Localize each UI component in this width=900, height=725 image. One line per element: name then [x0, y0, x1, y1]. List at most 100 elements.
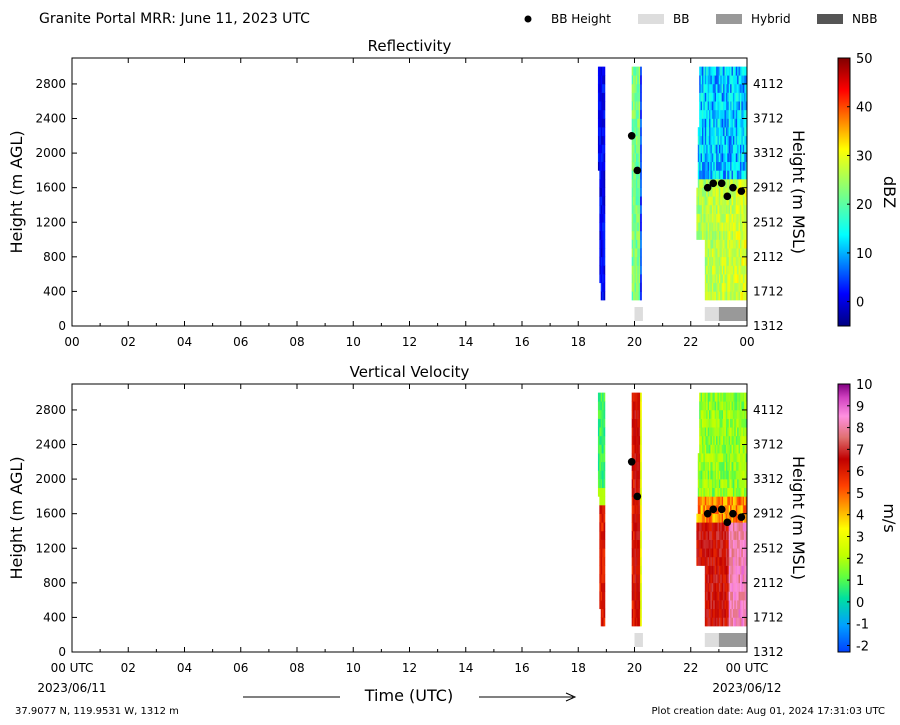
echo-cell [635, 470, 638, 480]
echo-cell [738, 66, 741, 76]
echo-cell [602, 127, 604, 137]
echo-cell [713, 291, 715, 301]
echo-cell [602, 213, 604, 223]
echo-cell [721, 222, 724, 232]
echo-cell [711, 230, 714, 240]
echo-cell [723, 427, 725, 437]
echo-cell [634, 161, 637, 171]
echo-cell [714, 187, 717, 197]
echo-cell [707, 75, 710, 85]
echo-cell [731, 617, 734, 627]
echo-cell [631, 239, 634, 249]
echo-cell [637, 153, 640, 163]
echo-cell [735, 470, 738, 480]
echo-cell [707, 591, 710, 601]
echo-cell [603, 461, 606, 471]
echo-cell [710, 539, 713, 549]
echo-cell [718, 135, 721, 145]
colorbar-tick-label: 10 [856, 378, 873, 393]
echo-cell [734, 196, 737, 206]
echo-cell [713, 565, 715, 575]
echo-cell [700, 453, 703, 463]
echo-cell [730, 118, 732, 128]
echo-cell [711, 161, 714, 171]
echo-cell [714, 291, 717, 301]
echo-cell [714, 222, 717, 232]
echo-cell [711, 213, 714, 223]
echo-cell [702, 522, 704, 532]
bb-height-point [723, 192, 732, 201]
echo-cell [710, 444, 713, 454]
echo-cell [728, 470, 731, 480]
echo-cell [700, 496, 703, 506]
echo-cell [633, 179, 635, 188]
echo-cell [603, 427, 606, 437]
echo-cell [635, 600, 638, 610]
echo-cell [730, 539, 732, 549]
echo-cell [718, 487, 721, 497]
echo-cell [710, 274, 713, 284]
echo-cell [720, 496, 722, 506]
echo-cell [737, 291, 739, 301]
echo-cell [742, 66, 745, 76]
echo-cell [697, 230, 700, 240]
echo-cell [631, 135, 634, 145]
echo-cell [742, 574, 745, 584]
echo-cell [599, 505, 602, 514]
echo-cell [709, 392, 711, 402]
echo-cell [735, 444, 738, 454]
echo-cell [704, 153, 707, 163]
echo-cell [640, 574, 642, 584]
echo-cell [744, 291, 746, 301]
y2-axis-label: Height (m MSL) [789, 456, 808, 580]
echo-cell [702, 204, 704, 214]
echo-cell [713, 222, 715, 232]
echo-cell [745, 66, 748, 76]
echo-cell [602, 222, 604, 232]
echo-cell [718, 479, 721, 489]
echo-cell [727, 470, 730, 480]
echo-cell [732, 522, 735, 532]
echo-cell [597, 435, 600, 445]
echo-cell [713, 591, 715, 601]
echo-cell [717, 92, 720, 102]
echo-cell [704, 92, 707, 102]
echo-cell [711, 427, 714, 437]
echo-cell [603, 248, 606, 258]
echo-cell [735, 582, 738, 592]
echo-cell [732, 530, 735, 540]
echo-cell [717, 435, 720, 445]
echo-cell [716, 522, 718, 532]
echo-cell [717, 187, 720, 197]
echo-cell [635, 153, 638, 163]
echo-cell [603, 204, 606, 214]
bb-height-point [729, 509, 737, 518]
echo-cell [637, 109, 640, 119]
echo-cell [723, 591, 725, 601]
echo-cell [725, 75, 728, 85]
echo-cell [728, 127, 731, 137]
echo-cell [702, 548, 704, 558]
colorbar-tick-label: 50 [856, 52, 873, 67]
echo-cell [603, 470, 606, 480]
echo-cell [603, 66, 606, 76]
echo-cell [638, 530, 641, 540]
echo-cell [638, 127, 641, 137]
echo-cell [721, 530, 724, 540]
echo-cell [635, 401, 638, 411]
echo-cell [739, 565, 742, 575]
echo-cell [703, 75, 706, 85]
echo-cell [732, 591, 735, 601]
echo-cell [635, 530, 638, 540]
echo-cell [602, 530, 604, 540]
echo-cell [713, 548, 715, 558]
echo-cell [734, 556, 737, 566]
echo-cell [704, 265, 707, 275]
x-tick-label: 12 [402, 661, 417, 675]
echo-cell [725, 591, 728, 601]
echo-cell [603, 513, 606, 523]
echo-cell [718, 170, 721, 180]
echo-cell [714, 522, 717, 532]
echo-field [597, 66, 748, 301]
echo-cell [725, 530, 728, 540]
